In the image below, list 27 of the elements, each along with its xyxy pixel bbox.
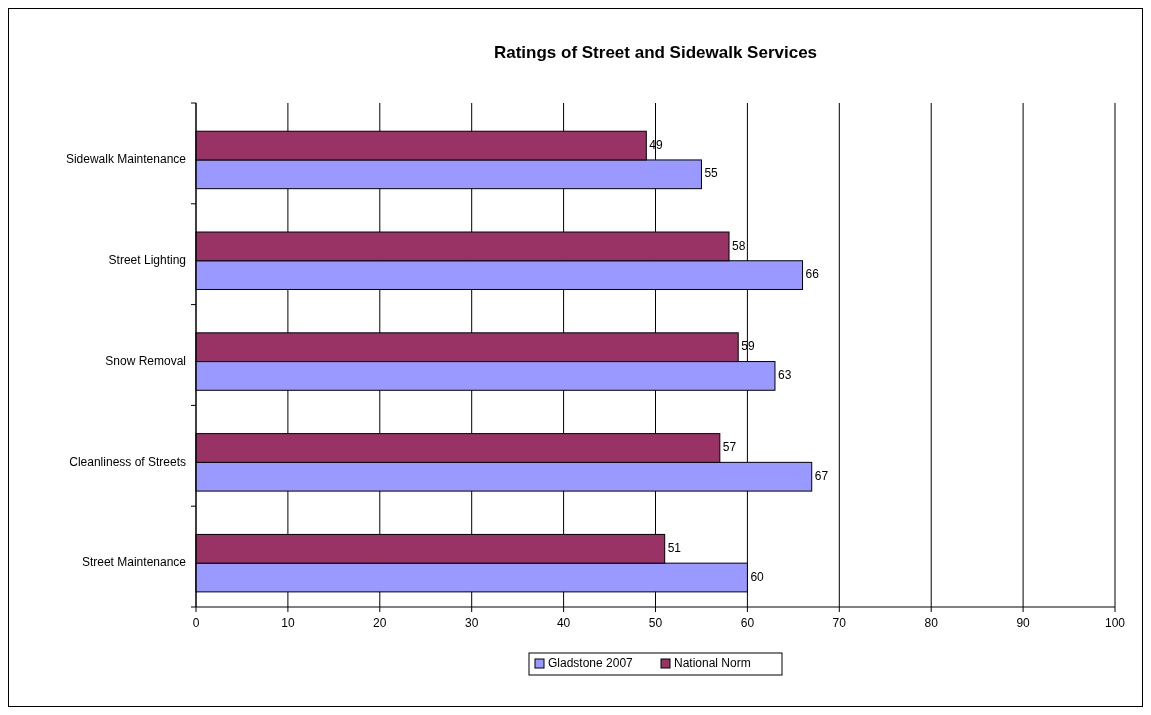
x-tick-label: 20 bbox=[373, 616, 387, 630]
legend-label: National Norm bbox=[674, 656, 751, 671]
x-tick-label: 0 bbox=[192, 616, 200, 630]
x-tick-label: 70 bbox=[832, 616, 847, 630]
chart-title: Ratings of Street and Sidewalk Services bbox=[493, 43, 818, 62]
data-label: 55 bbox=[704, 166, 719, 181]
data-label: 67 bbox=[814, 468, 829, 483]
y-tick-label: Snow Removal bbox=[105, 353, 186, 368]
data-label: 63 bbox=[777, 368, 792, 383]
legend-label: Gladstone 2007 bbox=[548, 656, 634, 671]
x-tick-label: 30 bbox=[465, 616, 479, 630]
y-tick-label: Cleanliness of Streets bbox=[69, 454, 186, 469]
data-label: 58 bbox=[732, 238, 746, 253]
data-label: 60 bbox=[750, 569, 765, 584]
y-tick-label: Street Lighting bbox=[108, 252, 186, 267]
x-tick-label: 60 bbox=[740, 616, 755, 630]
data-label: 66 bbox=[805, 267, 820, 282]
x-tick-label: 80 bbox=[924, 616, 939, 630]
y-tick-label: Sidewalk Maintenance bbox=[65, 152, 187, 167]
x-tick-label: 100 bbox=[1104, 616, 1126, 630]
x-tick-label: 40 bbox=[556, 616, 571, 630]
x-tick-label: 50 bbox=[648, 616, 663, 630]
x-tick-label: 90 bbox=[1016, 616, 1031, 630]
data-label: 57 bbox=[722, 440, 737, 455]
y-tick-label: Street Maintenance bbox=[81, 555, 187, 570]
data-label: 51 bbox=[667, 540, 682, 555]
x-tick-label: 10 bbox=[281, 616, 295, 630]
